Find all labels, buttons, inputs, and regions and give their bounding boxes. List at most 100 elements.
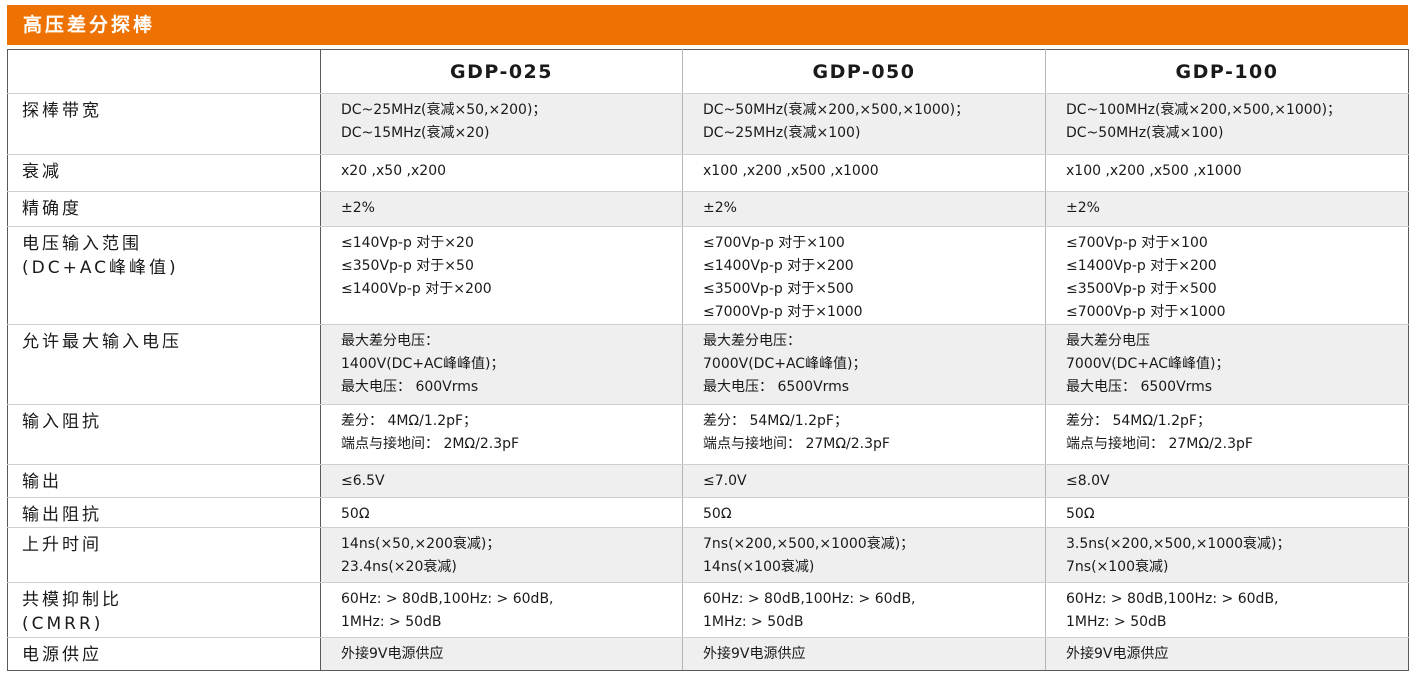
spec-value-cell: 50Ω [682, 497, 1046, 528]
spec-value-line: 7000V(DC+AC峰峰值)； [1066, 356, 1230, 372]
spec-label-cell: 输出 [7, 464, 321, 498]
table-row: 输入阻抗 差分： 4MΩ/1.2pF； 端点与接地间： 2MΩ/2.3pF 差分： 5… [7, 404, 1409, 465]
spec-value-line: 差分： 54MΩ/1.2pF； [703, 413, 848, 429]
spec-label: 衰减 [22, 162, 62, 182]
spec-value-cell: ±2% [1045, 191, 1409, 227]
spec-label: (CMRR) [22, 614, 104, 634]
spec-value-line: 端点与接地间： 2MΩ/2.3pF [341, 436, 520, 452]
spec-value-cell: 最大差分电压： 7000V(DC+AC峰峰值)； 最大电压： 6500Vrms [682, 324, 1046, 405]
spec-value-line: 最大差分电压 [1066, 333, 1150, 349]
spec-label: 上升时间 [22, 535, 102, 555]
spec-value-cell: 外接9V电源供应 [1045, 637, 1409, 671]
spec-value-line: 差分： 4MΩ/1.2pF； [341, 413, 478, 429]
spec-value-line: 60Hz: > 80dB,100Hz: > 60dB, [703, 591, 916, 607]
spec-value-line: ≤3500Vp-p 对于×500 [1066, 281, 1217, 297]
spec-label-cell: 输入阻抗 [7, 404, 321, 465]
spec-label: (DC+AC峰峰值) [22, 258, 179, 278]
spec-label-cell: 输出阻抗 [7, 497, 321, 528]
table-row: 衰减 x20 ,x50 ,x200 x100 ,x200 ,x500 ,x1000 x… [7, 154, 1409, 192]
spec-value-line: 1MHz: > 50dB [341, 614, 442, 630]
spec-value-cell: 7ns(×200,×500,×1000衰减)； 14ns(×100衰减) [682, 527, 1046, 583]
model-header: GDP-050 [682, 49, 1046, 94]
spec-label-cell: 衰减 [7, 154, 321, 192]
spec-value-line: ≤7000Vp-p 对于×1000 [703, 304, 863, 320]
spec-table: GDP-025 GDP-050 GDP-100 探棒带宽 DC~25MHz(衰减×… [7, 49, 1409, 671]
spec-value-cell: 50Ω [320, 497, 683, 528]
spec-value-cell: ±2% [320, 191, 683, 227]
spec-value-cell: 60Hz: > 80dB,100Hz: > 60dB, 1MHz: > 50dB [1045, 582, 1409, 638]
spec-value-line: ≤1400Vp-p 对于×200 [341, 281, 492, 297]
spec-value-cell: 60Hz: > 80dB,100Hz: > 60dB, 1MHz: > 50dB [320, 582, 683, 638]
spec-value-line: DC~15MHz(衰减×20) [341, 125, 490, 141]
table-row: 电压输入范围 (DC+AC峰峰值) ≤140Vp-p 对于×20 ≤350Vp-p 对… [7, 226, 1409, 325]
spec-value-cell: ≤140Vp-p 对于×20 ≤350Vp-p 对于×50 ≤1400Vp-p 对于… [320, 226, 683, 325]
spec-value-line: 50Ω [703, 506, 732, 522]
spec-value-line: ±2% [341, 200, 375, 216]
spec-label-cell: 上升时间 [7, 527, 321, 583]
spec-value-cell: ≤8.0V [1045, 464, 1409, 498]
spec-label: 探棒带宽 [22, 101, 102, 121]
table-row: 上升时间 14ns(×50,×200衰减)； 23.4ns(×20衰减) 7ns(×2… [7, 527, 1409, 583]
spec-value-line: 14ns(×50,×200衰减)； [341, 536, 501, 552]
spec-value-cell: 差分： 4MΩ/1.2pF； 端点与接地间： 2MΩ/2.3pF [320, 404, 683, 465]
spec-value-line: 外接9V电源供应 [703, 646, 806, 662]
spec-value-line: 1400V(DC+AC峰峰值)； [341, 356, 505, 372]
spec-value-cell: DC~50MHz(衰减×200,×500,×1000)； DC~25MHz(衰减×… [682, 93, 1046, 155]
model-header: GDP-100 [1045, 49, 1409, 94]
spec-value-line: 50Ω [1066, 506, 1095, 522]
spec-value-line: 端点与接地间： 27MΩ/2.3pF [703, 436, 890, 452]
spec-value-line: x100 ,x200 ,x500 ,x1000 [1066, 163, 1242, 179]
spec-value-line: ≤140Vp-p 对于×20 [341, 235, 474, 251]
header-corner-cell [7, 49, 321, 94]
spec-value-line: 端点与接地间： 27MΩ/2.3pF [1066, 436, 1253, 452]
spec-value-line: DC~50MHz(衰减×200,×500,×1000)； [703, 102, 970, 118]
spec-value-line: x100 ,x200 ,x500 ,x1000 [703, 163, 879, 179]
spec-value-line: ≤7000Vp-p 对于×1000 [1066, 304, 1226, 320]
spec-table-body: 探棒带宽 DC~25MHz(衰减×50,×200)； DC~15MHz(衰减×20)… [7, 93, 1409, 671]
section-title: 高压差分探棒 [23, 14, 156, 36]
spec-value-line: 最大电压： 6500Vrms [703, 379, 850, 395]
spec-value-line: 7000V(DC+AC峰峰值)； [703, 356, 867, 372]
spec-label: 精确度 [22, 199, 82, 219]
spec-value-line: 3.5ns(×200,×500,×1000衰减)； [1066, 536, 1291, 552]
spec-value-line: 60Hz: > 80dB,100Hz: > 60dB, [1066, 591, 1279, 607]
spec-value-line: ≤1400Vp-p 对于×200 [1066, 258, 1217, 274]
spec-value-line: 外接9V电源供应 [1066, 646, 1169, 662]
spec-value-line: DC~100MHz(衰减×200,×500,×1000)； [1066, 102, 1342, 118]
spec-value-line: 最大电压： 600Vrms [341, 379, 479, 395]
spec-value-cell: ≤6.5V [320, 464, 683, 498]
spec-value-line: 1MHz: > 50dB [1066, 614, 1167, 630]
spec-label: 输出 [22, 472, 62, 492]
model-header: GDP-025 [320, 49, 683, 94]
table-row: 电源供应 外接9V电源供应 外接9V电源供应 外接9V电源供应 [7, 637, 1409, 671]
spec-value-cell: DC~25MHz(衰减×50,×200)； DC~15MHz(衰减×20) [320, 93, 683, 155]
spec-value-line: x20 ,x50 ,x200 [341, 163, 447, 179]
spec-value-line: 最大差分电压： [341, 333, 439, 349]
spec-label-cell: 电源供应 [7, 637, 321, 671]
spec-label: 电源供应 [22, 645, 102, 665]
spec-value-line: ≤700Vp-p 对于×100 [703, 235, 845, 251]
spec-value-line: 最大电压： 6500Vrms [1066, 379, 1213, 395]
spec-value-cell: 外接9V电源供应 [682, 637, 1046, 671]
spec-label: 输出阻抗 [22, 505, 102, 525]
spec-value-line: 7ns(×200,×500,×1000衰减)； [703, 536, 915, 552]
table-row: 探棒带宽 DC~25MHz(衰减×50,×200)； DC~15MHz(衰减×20)… [7, 93, 1409, 155]
spec-label: 输入阻抗 [22, 412, 102, 432]
spec-value-cell: ≤7.0V [682, 464, 1046, 498]
spec-value-cell: ≤700Vp-p 对于×100 ≤1400Vp-p 对于×200 ≤3500Vp-p… [682, 226, 1046, 325]
spec-value-cell: 差分： 54MΩ/1.2pF； 端点与接地间： 27MΩ/2.3pF [682, 404, 1046, 465]
spec-value-line: ≤8.0V [1066, 473, 1110, 489]
spec-value-cell: ±2% [682, 191, 1046, 227]
table-row: 输出 ≤6.5V ≤7.0V ≤8.0V [7, 464, 1409, 498]
spec-label-cell: 电压输入范围 (DC+AC峰峰值) [7, 226, 321, 325]
spec-label-cell: 探棒带宽 [7, 93, 321, 155]
spec-value-cell: x20 ,x50 ,x200 [320, 154, 683, 192]
spec-label: 电压输入范围 [22, 234, 142, 254]
table-row: 精确度 ±2% ±2% ±2% [7, 191, 1409, 227]
table-row: 共模抑制比 (CMRR) 60Hz: > 80dB,100Hz: > 60dB, 1M… [7, 582, 1409, 638]
spec-label-cell: 精确度 [7, 191, 321, 227]
spec-value-cell: 最大差分电压 7000V(DC+AC峰峰值)； 最大电压： 6500Vrms [1045, 324, 1409, 405]
spec-value-line: ≤7.0V [703, 473, 747, 489]
spec-label: 共模抑制比 [22, 590, 122, 610]
spec-value-cell: 50Ω [1045, 497, 1409, 528]
